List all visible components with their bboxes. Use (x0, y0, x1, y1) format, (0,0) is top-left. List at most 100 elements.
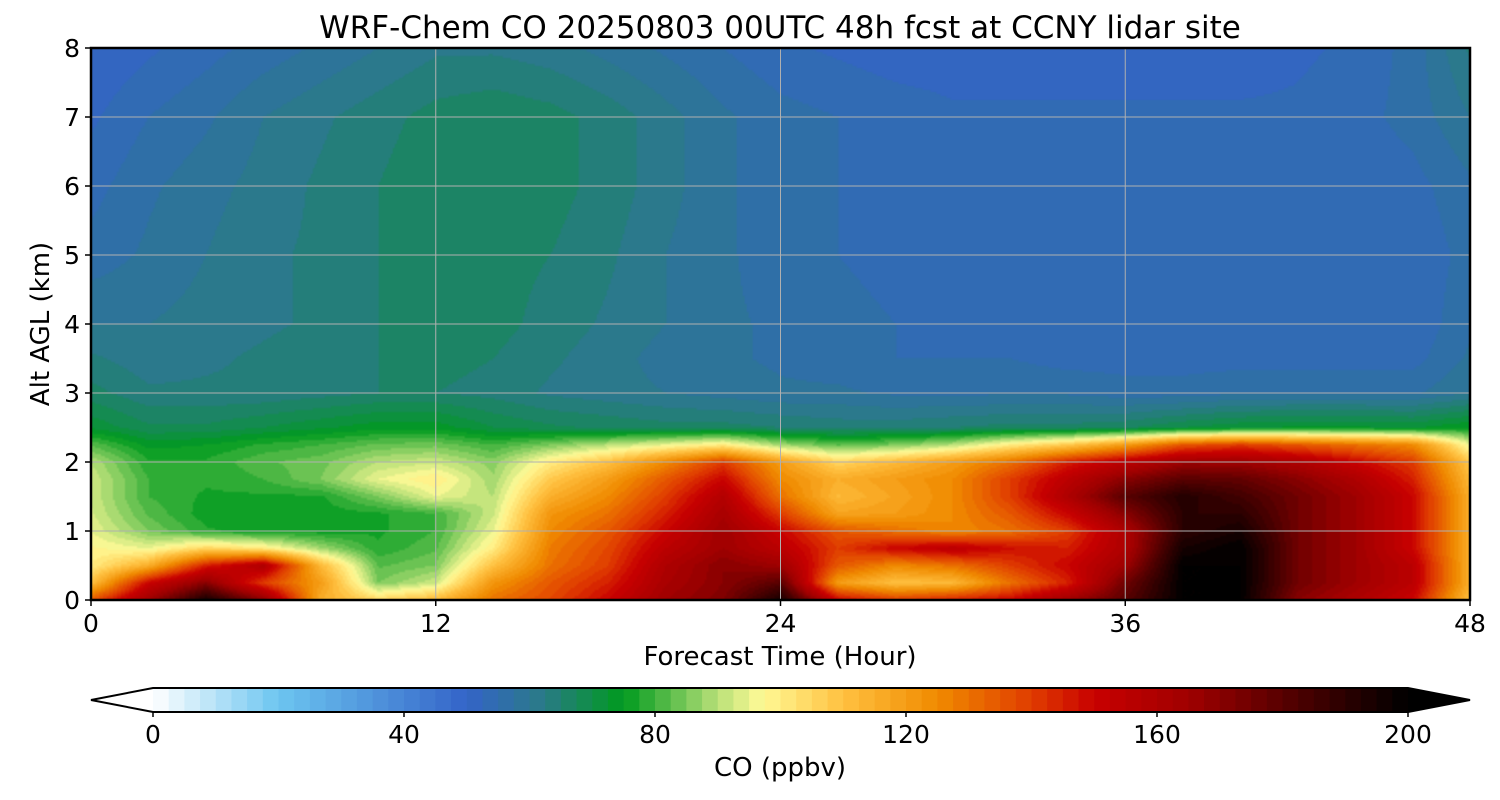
colorbar-segment (1094, 688, 1111, 712)
colorbar-segment (984, 688, 1001, 712)
colorbar-ticks: 0 40 80 120 160 200 (145, 712, 1432, 749)
colorbar-segment (1329, 688, 1346, 712)
colorbar-segment (576, 688, 593, 712)
y-tick-label-4: 4 (64, 310, 80, 339)
y-tick-label-2: 2 (64, 448, 80, 477)
colorbar-segment (1204, 688, 1221, 712)
colorbar-segment (686, 688, 703, 712)
colorbar-tick-label-0: 0 (145, 720, 161, 749)
colorbar-segment (921, 688, 938, 712)
colorbar-segment (247, 688, 264, 712)
colorbar-segment (1172, 688, 1189, 712)
colorbar-segment (1219, 688, 1237, 712)
colorbar-segment (200, 688, 217, 712)
colorbar-segment (1392, 688, 1409, 712)
colorbar-extend-high-arrow (1408, 688, 1470, 712)
colorbar-segment (1376, 688, 1393, 712)
colorbar-segment (906, 688, 923, 712)
colorbar-segment (655, 688, 672, 712)
colorbar-tick-label-120: 120 (882, 720, 930, 749)
colorbar-segment (278, 688, 295, 712)
colorbar-segment (325, 688, 342, 712)
colorbar-segment (874, 688, 891, 712)
colorbar-tick-label-160: 160 (1133, 720, 1181, 749)
colorbar-segment (1031, 688, 1048, 712)
colorbar-segment (1125, 688, 1142, 712)
colorbar-segment (1062, 688, 1080, 712)
colorbar-segment (309, 688, 327, 712)
colorbar-segment (1078, 688, 1095, 712)
colorbar-color-segments (153, 688, 1409, 712)
y-tick-label-6: 6 (64, 172, 80, 201)
colorbar-segment (482, 688, 499, 712)
colorbar-segment (372, 688, 389, 712)
y-tick-label-0: 0 (64, 586, 80, 615)
colorbar-segment (1345, 688, 1362, 712)
x-tick-label-24: 24 (765, 609, 797, 638)
y-axis-label: Alt AGL (km) (26, 242, 56, 406)
colorbar-segment (1313, 688, 1331, 712)
colorbar-segment (1251, 688, 1268, 712)
colorbar-segment (796, 688, 813, 712)
colorbar-segment (419, 688, 436, 712)
colorbar-segment (702, 688, 719, 712)
colorbar-segment (404, 688, 421, 712)
colorbar-segment (545, 688, 562, 712)
colorbar-segment (968, 688, 986, 712)
colorbar-segment (560, 688, 578, 712)
colorbar-segment (231, 688, 248, 712)
colorbar-label: CO (ppbv) (714, 753, 846, 783)
colorbar-segment (435, 688, 452, 712)
colorbar-segment (215, 688, 233, 712)
colorbar-segment (937, 688, 954, 712)
colorbar-segment (639, 688, 656, 712)
x-tick-label-36: 36 (1109, 609, 1141, 638)
colorbar-segment (451, 688, 468, 712)
colorbar: 0 40 80 120 160 200 (90, 687, 1471, 749)
colorbar-segment (168, 688, 185, 712)
colorbar-segment (1282, 688, 1299, 712)
x-tick-label-12: 12 (420, 609, 452, 638)
colorbar-segment (466, 688, 484, 712)
colorbar-segment (294, 688, 311, 712)
colorbar-tick-label-80: 80 (639, 720, 671, 749)
colorbar-segment (733, 688, 750, 712)
colorbar-segment (1109, 688, 1127, 712)
colorbar-segment (1047, 688, 1064, 712)
colorbar-segment (341, 688, 358, 712)
colorbar-tick-label-40: 40 (388, 720, 420, 749)
x-tick-label-48: 48 (1454, 609, 1486, 638)
y-tick-label-5: 5 (64, 241, 80, 270)
y-tick-label-1: 1 (64, 517, 80, 546)
colorbar-segment (513, 688, 531, 712)
x-axis-label: Forecast Time (Hour) (643, 642, 916, 672)
colorbar-segment (1266, 688, 1284, 712)
colorbar-segment (262, 688, 280, 712)
chart-title: WRF-Chem CO 20250803 00UTC 48h fcst at C… (319, 10, 1241, 46)
colorbar-tick-label-200: 200 (1384, 720, 1432, 749)
colorbar-segment (811, 688, 829, 712)
colorbar-segment (890, 688, 907, 712)
colorbar-segment (843, 688, 860, 712)
colorbar-segment (1188, 688, 1205, 712)
colorbar-segment (1015, 688, 1033, 712)
colorbar-segment (1235, 688, 1252, 712)
colorbar-segment (184, 688, 201, 712)
colorbar-extend-low-arrow (91, 688, 153, 712)
y-tick-label-3: 3 (64, 379, 80, 408)
colorbar-segment (1157, 688, 1174, 712)
colorbar-segment (1141, 688, 1158, 712)
colorbar-segment (607, 688, 625, 712)
colorbar-segment (749, 688, 766, 712)
colorbar-segment (529, 688, 546, 712)
colorbar-segment (1000, 688, 1017, 712)
colorbar-segment (764, 688, 782, 712)
colorbar-segment (388, 688, 405, 712)
colorbar-segment (670, 688, 687, 712)
colorbar-segment (780, 688, 797, 712)
colorbar-segment (1360, 688, 1378, 712)
colorbar-segment (953, 688, 970, 712)
colorbar-segment (356, 688, 374, 712)
